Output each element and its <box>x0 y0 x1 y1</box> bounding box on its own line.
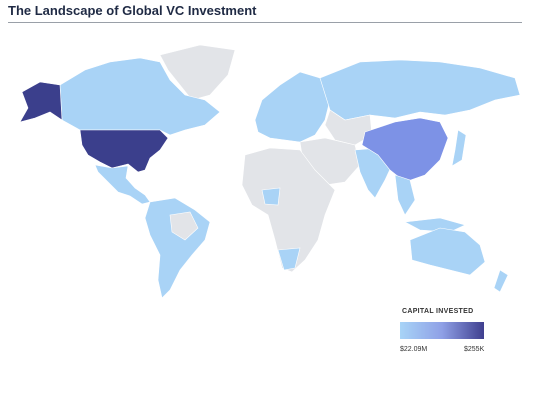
legend-max-label: $255K <box>464 346 485 353</box>
legend-gradient <box>400 322 484 339</box>
country <box>277 247 301 271</box>
legend-title: CAPITAL INVESTED <box>402 308 474 315</box>
country <box>319 59 521 121</box>
country <box>79 129 169 173</box>
country <box>159 44 236 101</box>
title-rule <box>8 22 522 23</box>
country <box>394 174 416 216</box>
country <box>144 197 211 299</box>
country <box>19 81 63 123</box>
country <box>169 211 199 241</box>
page-title: The Landscape of Global VC Investment <box>8 3 257 18</box>
legend-min-label: $22.09M <box>400 346 428 353</box>
country <box>404 217 466 233</box>
country <box>361 117 449 183</box>
country <box>451 129 467 167</box>
country <box>261 187 281 206</box>
country <box>254 71 331 143</box>
country <box>241 147 336 273</box>
country <box>493 269 509 293</box>
country <box>409 227 486 276</box>
